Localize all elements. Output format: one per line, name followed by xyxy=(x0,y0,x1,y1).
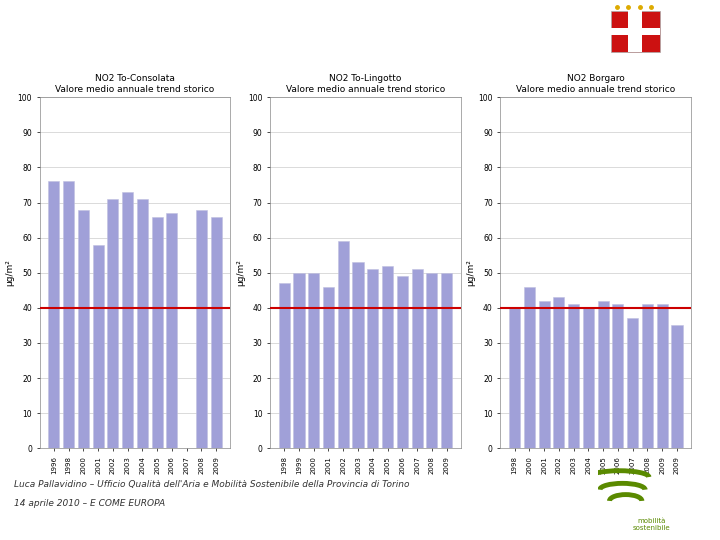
Bar xyxy=(598,301,608,448)
Bar xyxy=(554,297,564,448)
Text: mobilità
sostenibile: mobilità sostenibile xyxy=(633,517,670,531)
Text: Luca Pallavidino – Ufficio Qualità dell'Aria e Mobilità Sostenibile della Provin: Luca Pallavidino – Ufficio Qualità dell'… xyxy=(14,480,410,489)
Bar xyxy=(524,287,535,448)
Bar xyxy=(509,308,520,448)
Bar xyxy=(412,269,423,448)
Bar xyxy=(613,305,624,448)
Bar xyxy=(672,325,683,448)
Bar xyxy=(294,273,305,448)
Bar xyxy=(397,276,408,448)
Y-axis label: μg/m²: μg/m² xyxy=(6,259,14,286)
Bar xyxy=(323,287,334,448)
Bar xyxy=(196,210,207,448)
Bar xyxy=(426,273,437,448)
FancyBboxPatch shape xyxy=(611,11,660,52)
Text: PROVINCIA: PROVINCIA xyxy=(667,15,709,21)
Bar xyxy=(583,308,594,448)
Title: NO2 To-Consolata
Valore medio annuale trend storico: NO2 To-Consolata Valore medio annuale tr… xyxy=(55,74,215,93)
Title: NO2 Borgaro
Valore medio annuale trend storico: NO2 Borgaro Valore medio annuale trend s… xyxy=(516,74,675,93)
Bar xyxy=(539,301,549,448)
Bar xyxy=(137,199,148,448)
Bar xyxy=(279,283,289,448)
Bar xyxy=(107,199,118,448)
Bar xyxy=(166,213,177,448)
Bar xyxy=(48,181,59,448)
Bar xyxy=(152,217,163,448)
Bar xyxy=(441,273,452,448)
Bar xyxy=(122,192,133,448)
Bar xyxy=(63,181,74,448)
Bar xyxy=(367,269,378,448)
Bar xyxy=(93,245,104,448)
Bar xyxy=(211,217,222,448)
Y-axis label: μg/m²: μg/m² xyxy=(467,259,475,286)
Text: NORMATIVA EUROPEA – INQUINAMENTO ATMOSFERICO: NORMATIVA EUROPEA – INQUINAMENTO ATMOSFE… xyxy=(11,19,523,37)
FancyBboxPatch shape xyxy=(629,11,642,52)
Bar xyxy=(308,273,319,448)
Bar xyxy=(382,266,393,448)
FancyBboxPatch shape xyxy=(611,28,660,35)
Bar xyxy=(78,210,89,448)
Bar xyxy=(642,305,653,448)
Bar xyxy=(353,262,364,448)
Y-axis label: μg/m²: μg/m² xyxy=(236,259,245,286)
Bar xyxy=(338,241,348,448)
Title: NO2 To-Lingotto
Valore medio annuale trend storico: NO2 To-Lingotto Valore medio annuale tre… xyxy=(286,74,445,93)
Bar xyxy=(627,319,638,448)
Text: 14 aprile 2010 – E COME EUROPA: 14 aprile 2010 – E COME EUROPA xyxy=(14,498,166,508)
Bar xyxy=(568,305,579,448)
Bar xyxy=(657,305,667,448)
Text: DI TORINO: DI TORINO xyxy=(667,26,708,32)
